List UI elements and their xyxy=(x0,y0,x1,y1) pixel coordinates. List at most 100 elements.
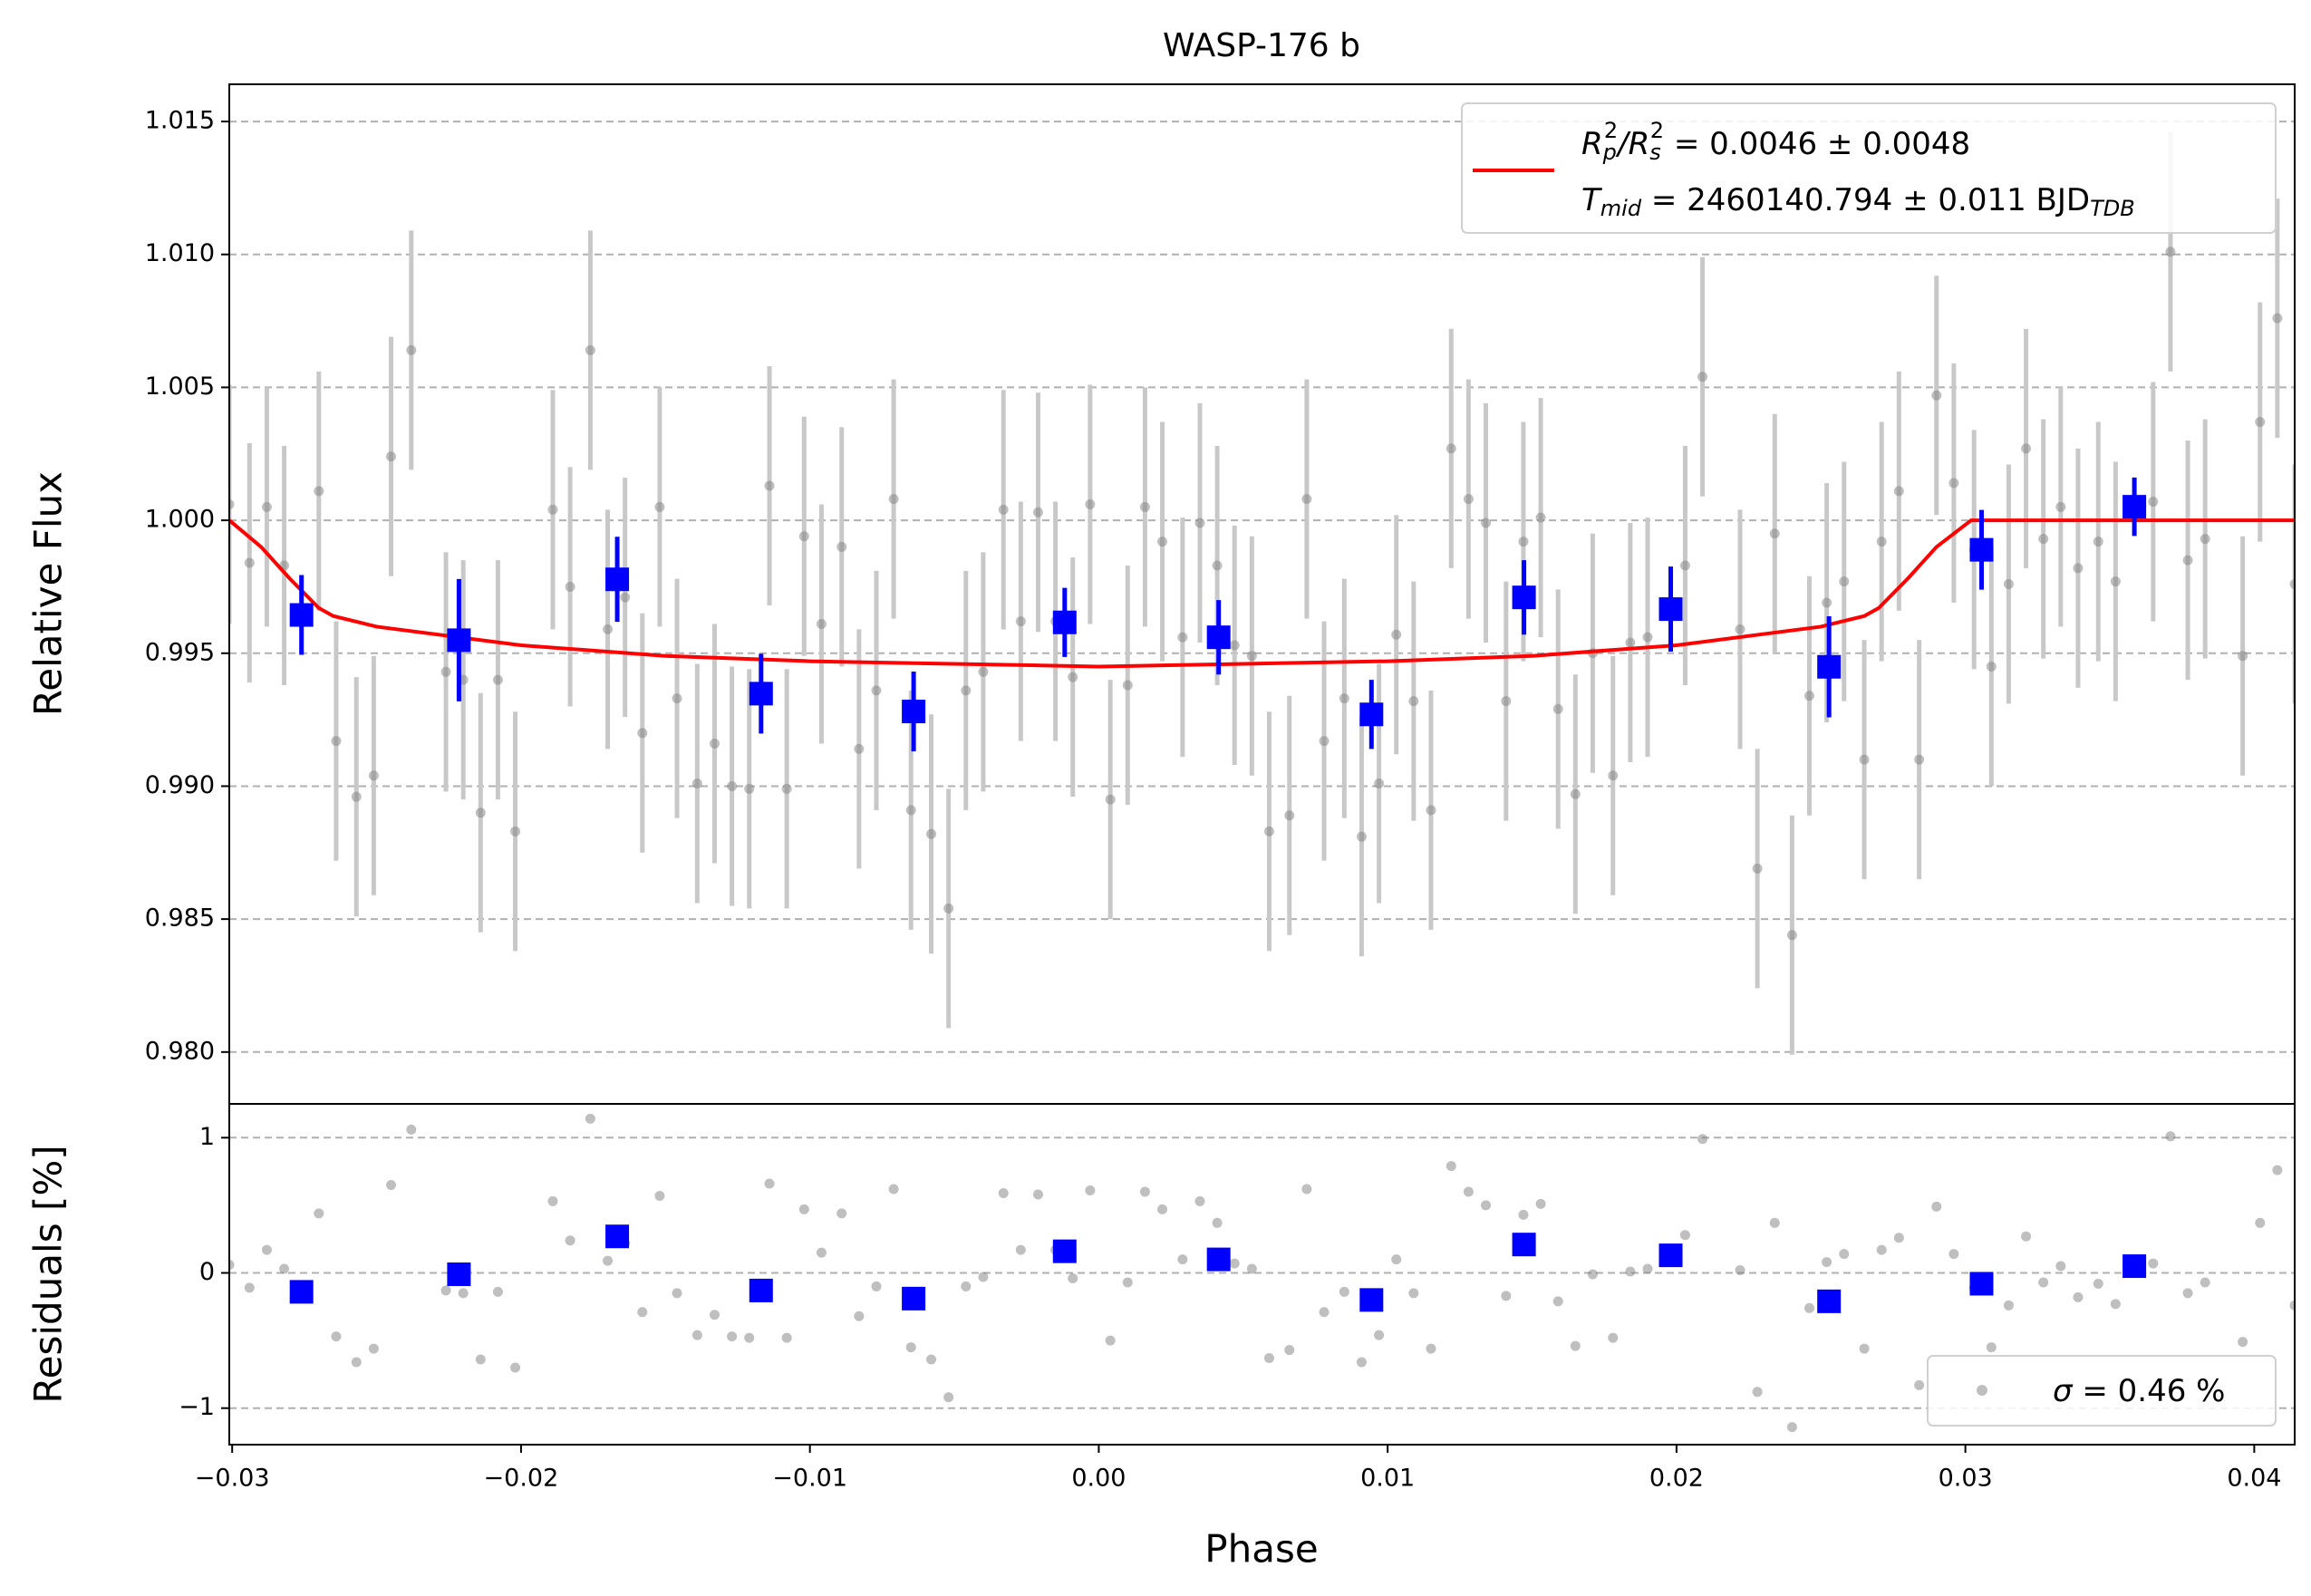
data-point xyxy=(244,1282,255,1293)
legend-text: / xyxy=(1615,126,1631,162)
data-point xyxy=(1339,693,1349,704)
binned-point xyxy=(1969,537,1994,562)
data-point xyxy=(385,451,396,462)
data-point xyxy=(314,1208,324,1219)
data-point xyxy=(1446,443,1456,454)
binned-point xyxy=(2122,1254,2147,1279)
data-point xyxy=(1356,1357,1367,1368)
data-point xyxy=(637,1307,648,1318)
data-point xyxy=(229,1260,235,1271)
data-point xyxy=(672,1288,682,1299)
data-point xyxy=(1535,512,1546,523)
y-tick-label: 0 xyxy=(199,1258,215,1286)
data-point xyxy=(1212,560,1223,571)
data-point xyxy=(1625,637,1636,648)
x-tick-label: 0.02 xyxy=(1649,1465,1704,1493)
legend-text: mid xyxy=(1600,196,1642,221)
data-point xyxy=(1769,1217,1780,1228)
data-point xyxy=(1876,1244,1887,1255)
data-point xyxy=(1859,1343,1870,1354)
data-point xyxy=(709,1310,720,1320)
data-point xyxy=(961,685,972,696)
data-point xyxy=(565,581,575,592)
data-point xyxy=(1822,597,1832,608)
legend-text: σ xyxy=(2053,1373,2074,1409)
data-point xyxy=(603,1255,614,1266)
data-point xyxy=(1679,560,1690,571)
data-point xyxy=(978,666,989,677)
data-point xyxy=(1426,1343,1436,1354)
legend-text: 2 xyxy=(1650,118,1664,143)
data-point xyxy=(2003,578,2014,589)
data-point xyxy=(1177,632,1188,643)
data-point xyxy=(314,486,324,497)
data-point xyxy=(1246,1263,1257,1274)
binned-point xyxy=(1969,1272,1994,1296)
y-tick-label: 1.015 xyxy=(145,107,215,135)
x-tick-label: 0.01 xyxy=(1360,1465,1415,1493)
data-point xyxy=(331,736,342,747)
data-point xyxy=(1463,1186,1474,1197)
data-point xyxy=(2182,1288,2193,1299)
binned-point xyxy=(1658,1243,1683,1268)
data-point xyxy=(1804,1302,1815,1313)
legend-text: = 0.46 % xyxy=(2073,1373,2226,1409)
binned-point xyxy=(1052,610,1077,634)
data-point xyxy=(1408,696,1419,707)
data-point xyxy=(905,805,916,816)
series-group xyxy=(229,1113,2295,1433)
legend-text: R xyxy=(1629,126,1650,162)
data-point xyxy=(2055,501,2066,512)
legend-text: = 2460140.794 ± 0.011 BJD xyxy=(1641,182,2090,218)
legend: Rp2/Rs2 = 0.0046 ± 0.0048 Tmid = 2460140… xyxy=(1461,102,2277,234)
legend-text: p xyxy=(1602,140,1617,165)
data-point xyxy=(1769,528,1780,539)
data-point xyxy=(1391,629,1402,640)
data-point xyxy=(1608,1332,1619,1343)
data-point xyxy=(1552,703,1563,714)
data-point xyxy=(1948,478,1959,488)
data-point xyxy=(440,666,451,677)
data-point xyxy=(2255,417,2266,428)
data-point xyxy=(1642,1263,1653,1274)
data-point xyxy=(2165,247,2176,257)
data-point xyxy=(1986,1342,1997,1353)
legend-label: Rp2/Rs2 = 0.0046 ± 0.0048 xyxy=(1581,118,1970,165)
data-point xyxy=(1229,1258,1240,1269)
data-point xyxy=(1391,1254,1402,1265)
data-point xyxy=(1085,498,1096,509)
data-point xyxy=(672,693,682,704)
legend-box xyxy=(1927,1355,2277,1427)
chart-title: WASP-176 b xyxy=(1163,27,1360,64)
data-point xyxy=(261,501,272,512)
data-point xyxy=(475,808,486,818)
data-point xyxy=(1105,1335,1116,1346)
data-point xyxy=(1015,1244,1026,1255)
data-point xyxy=(798,1204,809,1214)
binned-point xyxy=(902,700,926,724)
data-point xyxy=(1284,1345,1295,1356)
data-point xyxy=(1839,576,1850,587)
data-point xyxy=(1735,624,1745,634)
data-point xyxy=(440,1285,451,1296)
data-point xyxy=(1570,1340,1581,1351)
binned-point xyxy=(289,1280,314,1304)
data-point xyxy=(1752,863,1763,874)
data-point xyxy=(1804,691,1815,701)
data-point xyxy=(854,1311,865,1321)
data-point xyxy=(888,1184,899,1195)
binned-point xyxy=(1206,1247,1231,1272)
data-point xyxy=(1301,494,1312,505)
binned-point xyxy=(1052,1239,1077,1263)
legend-label: Tmid = 2460140.794 ± 0.011 BJDTDB xyxy=(1581,182,2135,222)
data-point xyxy=(1177,1254,1188,1265)
binned-point xyxy=(1817,654,1842,679)
data-point xyxy=(331,1331,342,1342)
data-point xyxy=(998,1187,1009,1198)
data-point xyxy=(2038,1277,2049,1288)
data-point xyxy=(1587,1269,1598,1280)
data-point xyxy=(406,344,417,355)
data-point xyxy=(2021,443,2032,454)
data-point xyxy=(744,783,755,794)
data-point xyxy=(1608,770,1619,781)
